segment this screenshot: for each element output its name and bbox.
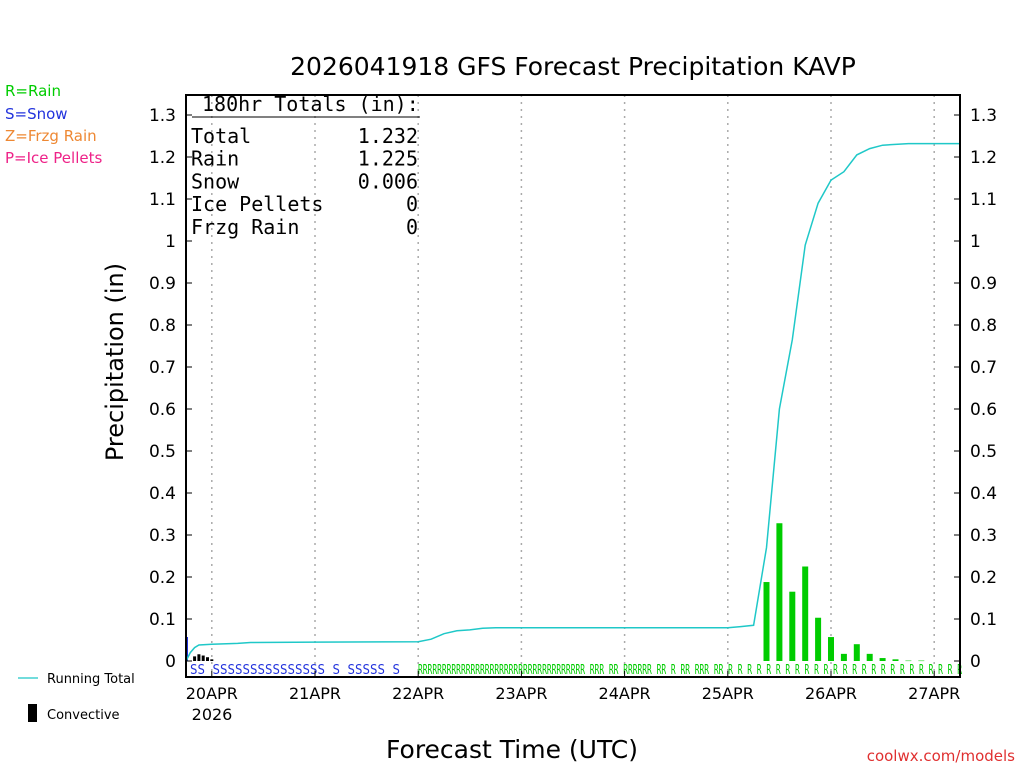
y-tick-label-left: 1.1 xyxy=(149,190,176,210)
y-tick-label-left: 0.8 xyxy=(149,316,176,336)
y-tick-label-left: 0.2 xyxy=(149,568,176,588)
y-tick-label-right: 0.8 xyxy=(970,316,997,336)
x-axis-title: Forecast Time (UTC) xyxy=(386,735,638,764)
totals-label-frzg-rain: Frzg Rain xyxy=(191,215,299,239)
y-tick-label-right: 1 xyxy=(970,232,981,252)
totals-value-rain: 1.225 xyxy=(358,147,418,171)
totals-value-frzg-rain: 0 xyxy=(406,215,418,239)
y-tick-label-right: 0.2 xyxy=(970,568,997,588)
y-tick-label-left: 0.6 xyxy=(149,400,176,420)
rain-bar xyxy=(802,566,809,661)
totals-label-rain: Rain xyxy=(191,147,239,171)
y-tick-label-right: 0.5 xyxy=(970,442,997,462)
y-tick-label-left: 1.3 xyxy=(149,106,176,126)
y-tick-label-left: 0.1 xyxy=(149,610,176,630)
rain-type-strip: RRRRRRRRRRRRRRRRRRRRRRRRRRRRRRRRRRR RRR … xyxy=(418,663,962,678)
x-tick-label-24apr: 24APR xyxy=(599,684,651,703)
y-tick-label-right: 0.1 xyxy=(970,610,997,630)
rain-bar xyxy=(918,660,925,662)
gridlines xyxy=(211,95,935,677)
y-tick-label-left: 1.2 xyxy=(149,148,176,168)
x-tick-label-20apr: 20APR xyxy=(186,684,238,703)
totals-value-snow: 0.006 xyxy=(358,169,418,193)
rain-bar xyxy=(879,658,886,661)
y-tick-label-right: 1.1 xyxy=(970,190,997,210)
rain-bar xyxy=(892,659,899,661)
tick-labels: 0 00.1 0.10.2 0.20.3 0.30.4 0.40.5 0.50.6 0.60.… xyxy=(149,106,997,703)
totals-box: 180hr Totals (in): Total 1.232 Rain 1.225 Sn… xyxy=(191,92,420,239)
x-tick-label-22apr: 22APR xyxy=(392,684,444,703)
convective-bar xyxy=(206,657,209,661)
y-tick-label-left: 0.5 xyxy=(149,442,176,462)
legend-running-total: Running Total xyxy=(47,672,135,687)
y-tick-label-right: 0.4 xyxy=(970,484,997,504)
rain-bar xyxy=(815,617,822,661)
convective-bar xyxy=(210,659,214,661)
rain-bar xyxy=(840,653,847,661)
rain-bar xyxy=(866,653,873,661)
rain-bar xyxy=(789,591,796,661)
y-tick-label-left: 0.9 xyxy=(149,274,176,294)
y-tick-label-right: 1.3 xyxy=(970,106,997,126)
totals-header: 180hr Totals (in): xyxy=(202,92,419,116)
y-tick-label-left: 0 xyxy=(165,652,176,672)
y-tick-label-right: 1.2 xyxy=(970,148,997,168)
legend-ice-pellets: P=Ice Pellets xyxy=(5,149,102,167)
x-tick-label-27apr: 27APR xyxy=(908,684,960,703)
year-label: 2026 xyxy=(192,705,233,724)
totals-value-ice-pellets: 0 xyxy=(406,192,418,216)
totals-label-snow: Snow xyxy=(191,169,240,193)
y-tick-label-right: 0 xyxy=(970,652,981,672)
rain-bar xyxy=(905,660,912,662)
running-total-line-group xyxy=(185,142,960,662)
legend-frzg-rain: Z=Frzg Rain xyxy=(5,127,97,145)
legend-convective: Convective xyxy=(47,708,120,723)
x-tick-label-26apr: 26APR xyxy=(805,684,857,703)
y-tick-label-right: 0.3 xyxy=(970,526,997,546)
x-tick-label-21apr: 21APR xyxy=(289,684,341,703)
legend-rain: R=Rain xyxy=(5,82,61,100)
bars xyxy=(186,523,925,662)
y-tick-label-right: 0.6 xyxy=(970,400,997,420)
convective-bar xyxy=(197,654,201,661)
rain-bar xyxy=(828,637,834,661)
totals-label-total: Total xyxy=(191,124,251,148)
y-tick-label-right: 0.7 xyxy=(970,358,997,378)
x-tick-label-23apr: 23APR xyxy=(495,684,547,703)
convective-bar xyxy=(201,655,205,661)
y-tick-label-left: 0.4 xyxy=(149,484,176,504)
precip-type-strip: SS SSSSSSSSSSSSSSS S SSSSS S RRRRRRRRRRR… xyxy=(190,663,962,678)
plot-frame xyxy=(185,94,961,678)
legend-snow: S=Snow xyxy=(5,105,68,123)
rain-bar xyxy=(853,644,860,661)
y-tick-label-right: 0.9 xyxy=(970,274,997,294)
y-tick-label-left: 1 xyxy=(165,232,176,252)
totals-value-total: 1.232 xyxy=(358,124,418,148)
axes xyxy=(185,94,961,678)
y-tick-label-left: 0.7 xyxy=(149,358,176,378)
convective-bar xyxy=(193,656,197,661)
y-axis-title: Precipitation (in) xyxy=(101,263,129,461)
snow-type-strip: SS SSSSSSSSSSSSSSS S SSSSS S xyxy=(190,663,400,678)
credit-text: coolwx.com/models xyxy=(867,747,1015,765)
x-tick-label-25apr: 25APR xyxy=(702,684,754,703)
rain-bar xyxy=(763,582,770,661)
convective-legend-swatch xyxy=(28,704,37,722)
running-total-line xyxy=(185,142,960,662)
rain-bar xyxy=(776,523,783,661)
y-tick-label-left: 0.3 xyxy=(149,526,176,546)
totals-label-ice-pellets: Ice Pellets xyxy=(191,192,323,216)
chart-title: 2026041918 GFS Forecast Precipitation KA… xyxy=(290,52,856,81)
